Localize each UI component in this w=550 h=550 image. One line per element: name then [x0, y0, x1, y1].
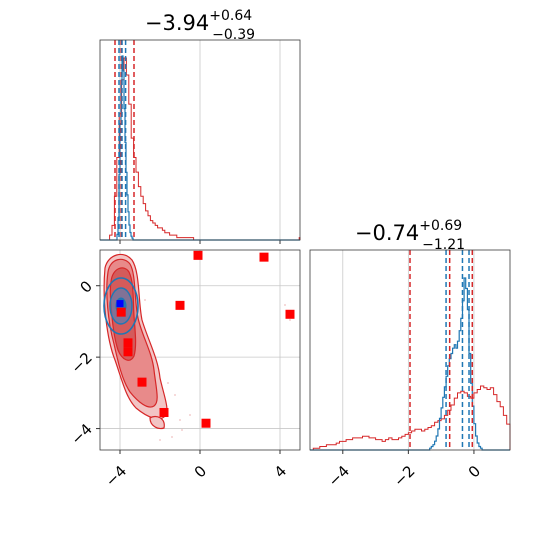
- red-marker: [123, 338, 133, 348]
- red-marker: [201, 418, 211, 428]
- param1-frame: [99, 39, 301, 241]
- param2-title: −0.74+0.69 −1.21: [355, 218, 465, 253]
- red-marker: [137, 377, 147, 387]
- red-marker: [259, 252, 269, 262]
- param2-title-value: −0.74: [355, 221, 419, 245]
- joint-x-tick-label: −4: [102, 462, 130, 490]
- joint-y-tick-label: −4: [68, 420, 96, 448]
- joint-markers: [116, 250, 295, 428]
- param2-title-upper: +0.69: [419, 218, 462, 234]
- joint-x-tick-label: 0: [191, 462, 210, 481]
- param1-title: −3.94+0.64 −0.39: [145, 8, 255, 43]
- param2-title-lower: −1.21: [422, 237, 465, 253]
- red-marker: [175, 300, 185, 310]
- panel-param2-marginal: −0.74+0.69 −1.21 −4 −2 0: [309, 218, 511, 490]
- param2-quantile-lines: [409, 250, 474, 450]
- joint-x-ticks: −4 0 4: [102, 450, 290, 490]
- joint-x-tick-label: 4: [271, 462, 290, 481]
- param2-x-tick-label: −4: [325, 462, 353, 490]
- param2-red-histogram: [310, 385, 511, 451]
- param2-x-tick-label: 0: [465, 462, 484, 481]
- param1-quantile-lines: [114, 40, 135, 240]
- red-marker: [159, 408, 169, 417]
- param2-frame: [309, 249, 511, 451]
- blue-marker: [116, 300, 124, 308]
- red-marker: [193, 250, 203, 260]
- param1-title-value: −3.94: [145, 11, 209, 35]
- red-density-tail: [149, 415, 165, 430]
- blue-density-outer: [103, 277, 139, 335]
- param1-title-upper: +0.64: [209, 8, 252, 24]
- red-marker: [123, 347, 133, 357]
- panel-param1-marginal: −3.94+0.64 −0.39: [99, 8, 301, 244]
- red-marker: [285, 309, 295, 319]
- joint-y-tick-label: −2: [68, 349, 96, 377]
- param2-x-tick-label: −2: [390, 462, 418, 490]
- panel-joint: −4 0 4 0 −2 −4: [68, 249, 301, 490]
- param2-grid: [342, 250, 475, 450]
- red-center-marker: [116, 307, 126, 317]
- param2-x-ticks: −4 −2 0: [325, 450, 484, 490]
- joint-y-ticks: 0 −2 −4: [68, 277, 100, 448]
- param1-title-lower: −0.39: [212, 27, 255, 43]
- joint-y-tick-label: 0: [76, 277, 95, 296]
- param1-grid: [119, 40, 281, 244]
